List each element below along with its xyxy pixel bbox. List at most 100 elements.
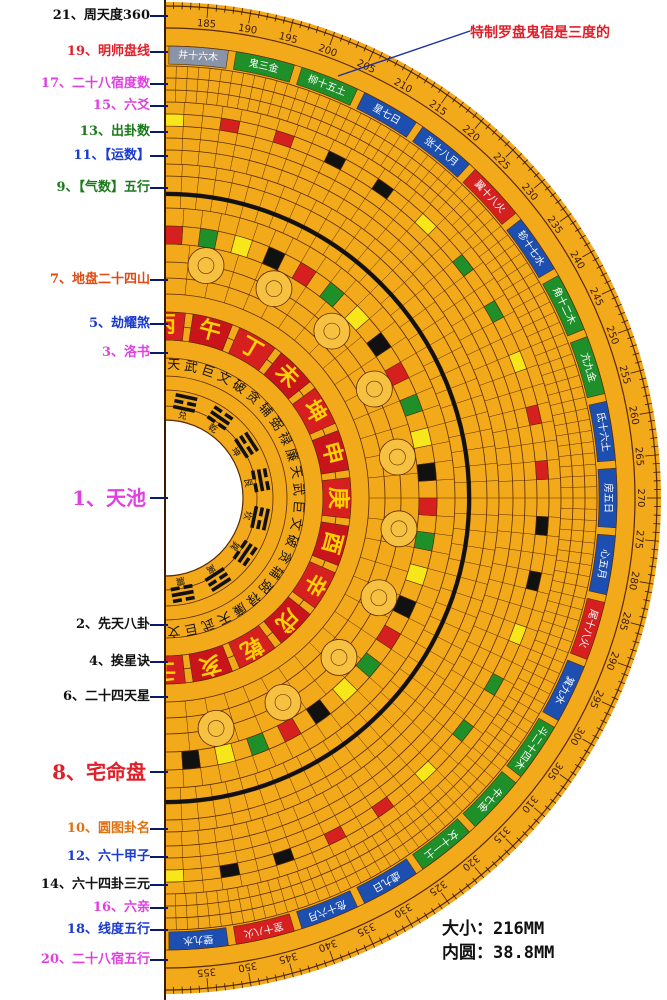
trigram-line bbox=[256, 469, 265, 492]
grid-line bbox=[408, 315, 446, 341]
ring-label: 2、先天八卦 bbox=[75, 617, 150, 632]
mansion-segment bbox=[233, 913, 295, 945]
qi-cell bbox=[165, 225, 184, 245]
trigram-line bbox=[233, 438, 249, 459]
mountain-cell bbox=[263, 596, 311, 644]
grid-line bbox=[360, 556, 409, 572]
ring-label: 10、圆图卦名 bbox=[66, 821, 150, 836]
degree-tick bbox=[438, 86, 443, 93]
ring-label: 3、洛书 bbox=[101, 345, 150, 360]
mansion-segment bbox=[462, 168, 517, 225]
grid-line bbox=[325, 859, 341, 893]
degree-tick bbox=[641, 386, 649, 389]
grid-line bbox=[380, 829, 401, 861]
mountain-cell bbox=[321, 477, 352, 519]
ring-label: 21、周天度360 bbox=[52, 8, 150, 23]
qi-cell bbox=[165, 869, 185, 883]
degree-tick bbox=[627, 656, 635, 660]
mountain-cell bbox=[188, 313, 233, 352]
degree-tick bbox=[650, 437, 658, 439]
grid-line bbox=[538, 629, 573, 643]
star-label: 天 bbox=[167, 357, 181, 373]
grid-line bbox=[444, 777, 471, 804]
mansion-segment bbox=[542, 659, 585, 721]
degree-tick bbox=[600, 272, 608, 277]
star-label: 禄 bbox=[275, 430, 294, 448]
grid-line bbox=[440, 587, 483, 602]
degree-tick bbox=[528, 165, 534, 172]
degree-tick bbox=[485, 866, 491, 873]
label-pointer bbox=[150, 929, 168, 931]
degree-tick bbox=[355, 947, 360, 955]
grid-line bbox=[353, 118, 372, 151]
mansion-segment bbox=[506, 717, 555, 778]
grid-line bbox=[367, 472, 418, 479]
degree-tick bbox=[472, 877, 478, 884]
luoshu-rosette bbox=[360, 579, 398, 617]
degree-tick bbox=[485, 123, 491, 130]
qi-cell bbox=[197, 227, 219, 250]
degree-tick bbox=[474, 866, 485, 879]
grid-line bbox=[267, 80, 278, 116]
trigram-line bbox=[217, 422, 227, 431]
grid-line bbox=[459, 311, 515, 341]
degree-tick bbox=[544, 185, 551, 191]
grid-line bbox=[296, 871, 310, 906]
grid-line bbox=[560, 486, 597, 488]
grid-line bbox=[309, 749, 333, 788]
degree-tick bbox=[491, 129, 498, 135]
qi-cell bbox=[409, 427, 433, 449]
grid-line bbox=[479, 610, 538, 632]
grid-line bbox=[479, 364, 538, 386]
grid-line bbox=[466, 328, 524, 356]
label-pointer bbox=[150, 83, 168, 85]
degree-tick bbox=[339, 954, 344, 962]
trigram-line bbox=[258, 507, 265, 517]
trigram-symbol bbox=[206, 405, 234, 431]
degree-tick bbox=[394, 59, 399, 67]
degree-tick bbox=[465, 106, 471, 113]
grid-line bbox=[353, 400, 400, 421]
grid-line bbox=[534, 639, 569, 654]
mansion-segment bbox=[296, 890, 358, 930]
star-label: 武 bbox=[290, 482, 306, 496]
qi-cell bbox=[384, 361, 410, 387]
degree-tick bbox=[533, 178, 546, 189]
qi-cell bbox=[305, 699, 332, 725]
degree-tick bbox=[257, 977, 261, 985]
qi-cell bbox=[181, 749, 201, 770]
grid-line bbox=[245, 821, 262, 883]
trigram-name: 兑 bbox=[177, 409, 188, 423]
grid-line bbox=[414, 162, 438, 191]
star-label: 天 bbox=[215, 608, 233, 627]
grid-line bbox=[416, 330, 455, 354]
mansion-label: 房五日 bbox=[602, 483, 615, 513]
degree-tick bbox=[423, 912, 429, 919]
ring-label: 9、【气数】五行 bbox=[56, 180, 150, 195]
mansion-segment bbox=[569, 336, 606, 399]
mountain-cell bbox=[311, 521, 350, 566]
grid-line bbox=[507, 281, 540, 301]
star-label: 破 bbox=[282, 532, 300, 549]
trigram-line bbox=[172, 404, 196, 413]
degree-tick bbox=[528, 824, 534, 831]
degree-tick bbox=[339, 34, 344, 42]
degree-tick bbox=[282, 972, 286, 980]
degree-tick bbox=[368, 48, 375, 62]
degree-tick bbox=[647, 420, 655, 422]
trigram-line bbox=[239, 434, 247, 445]
grid-line bbox=[213, 828, 224, 890]
grid-line bbox=[242, 686, 263, 733]
grid-line bbox=[184, 700, 191, 751]
mansion-label: 井十六木 bbox=[178, 48, 219, 64]
qi-cell bbox=[272, 130, 295, 149]
star-label: 武 bbox=[183, 359, 199, 376]
degree-tick bbox=[438, 903, 443, 910]
grid-line bbox=[363, 766, 402, 817]
degree-tick bbox=[651, 548, 659, 551]
grid-line bbox=[225, 171, 235, 215]
label-pointer bbox=[150, 279, 168, 281]
grid-line bbox=[336, 784, 369, 838]
ring-label: 8、宅命盘 bbox=[52, 760, 146, 784]
